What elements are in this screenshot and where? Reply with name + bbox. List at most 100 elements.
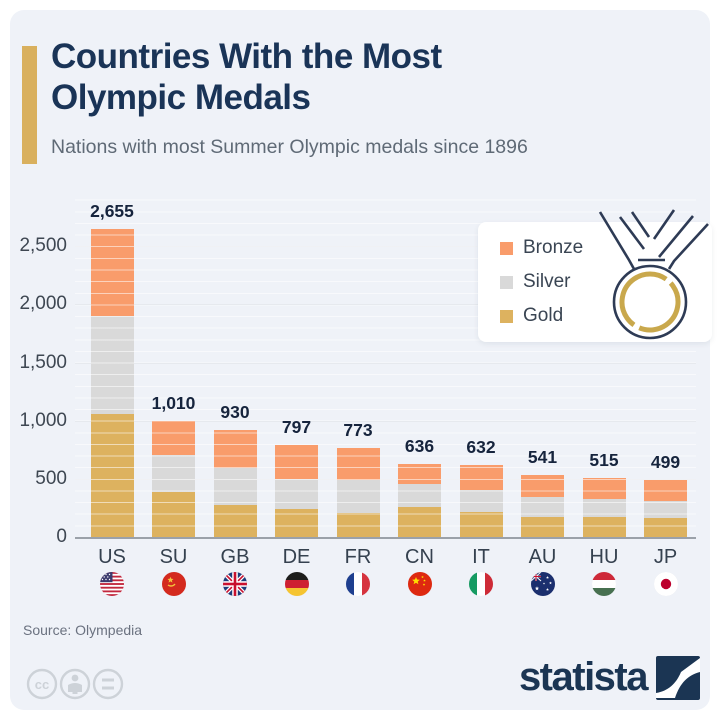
- bar-value-label: 499: [650, 451, 681, 472]
- bar-segment-bronze: [459, 464, 503, 490]
- bar-segment-silver: [582, 499, 626, 517]
- flag-jp-icon: [653, 572, 678, 596]
- legend-label: Bronze: [523, 237, 584, 258]
- page-subtitle: Nations with most Summer Olympic medals …: [51, 136, 528, 158]
- category-label-de: DE: [282, 546, 311, 568]
- y-tick-label: 2,000: [19, 293, 67, 315]
- bar-value-label: 541: [527, 447, 558, 468]
- equal-icon: [92, 668, 124, 700]
- bar-segment-silver: [336, 479, 380, 513]
- category-label-au: AU: [528, 546, 557, 568]
- x-axis: US SU GB DE FR CN IT AU HU JP: [75, 546, 696, 572]
- flag-cn-icon: [407, 572, 432, 596]
- y-tick-label: 2,500: [19, 235, 67, 257]
- title-line2: Olympic Medals: [51, 78, 311, 117]
- statista-wordmark: statista: [518, 655, 649, 699]
- bar-fr: [336, 448, 380, 538]
- statista-logo: statista: [519, 655, 700, 700]
- bar-su: [152, 420, 195, 538]
- category-label-cn: CN: [405, 546, 434, 568]
- bar-segment-bronze: [521, 475, 564, 497]
- title-accent-bar: [22, 46, 37, 164]
- bar-segment-silver: [90, 315, 134, 414]
- bar-segment-gold: [398, 507, 441, 538]
- medal-icon: [598, 209, 709, 340]
- bar-segment-silver: [398, 484, 441, 508]
- bar-segment-gold: [152, 492, 195, 538]
- bar-hu: [582, 478, 626, 538]
- bar-value-label: 773: [343, 420, 373, 441]
- bar-segment-silver: [152, 454, 195, 493]
- bronze-swatch-icon: [500, 241, 513, 255]
- bar-segment-bronze: [644, 480, 687, 501]
- statista-logo-icon: [656, 655, 700, 700]
- bar-it: [459, 464, 503, 538]
- bar-segment-gold: [90, 413, 134, 538]
- flag-su-icon: [161, 572, 186, 596]
- flag-it-icon: [469, 572, 493, 596]
- bar-segment-gold: [275, 509, 318, 538]
- bar-segment-silver: [459, 489, 503, 513]
- gridline: [75, 362, 696, 364]
- bar-jp: [644, 480, 687, 538]
- category-label-fr: FR: [344, 546, 372, 568]
- y-tick-label: 1,500: [19, 351, 67, 373]
- bar-value-label: 515: [589, 450, 619, 471]
- y-axis: 0 500 1,000 1,500 2,000 2,500: [10, 195, 67, 547]
- flag-de-icon: [284, 572, 309, 596]
- category-label-gb: GB: [220, 546, 250, 568]
- category-label-it: IT: [472, 546, 490, 568]
- bar-value-label: 2,655: [90, 201, 134, 222]
- y-tick-label: 0: [56, 526, 67, 547]
- chart-card: Countries With the Most Olympic Medals N…: [10, 10, 712, 710]
- bar-segment-silver: [644, 500, 687, 519]
- bar-segment-gold: [213, 504, 257, 538]
- source-note: Source: Olympedia: [23, 622, 143, 638]
- bar-segment-gold: [582, 516, 626, 538]
- x-axis-line: [75, 537, 696, 539]
- bar-segment-silver: [521, 496, 564, 518]
- silver-swatch-icon: [500, 275, 513, 289]
- bar-value-label: 636: [404, 436, 435, 457]
- flag-hu-icon: [592, 572, 616, 596]
- bar-segment-bronze: [152, 420, 195, 455]
- bar-value-label: 1,010: [151, 392, 196, 413]
- bar-segment-bronze: [398, 464, 441, 485]
- bar-segment-gold: [644, 518, 687, 538]
- flag-gb-icon: [223, 572, 247, 596]
- title-line1: Countries With the Most: [51, 37, 442, 76]
- bar-cn: [398, 464, 441, 538]
- bar-segment-gold: [336, 513, 380, 538]
- gold-swatch-icon: [500, 309, 513, 323]
- bar-segment-bronze: [90, 229, 134, 316]
- bar-au: [521, 475, 564, 538]
- bar-segment-bronze: [582, 478, 626, 500]
- page-title: Countries With the Most Olympic Medals: [51, 36, 671, 118]
- bar-segment-gold: [521, 517, 564, 538]
- legend-label: Gold: [523, 305, 564, 326]
- cc-license-icons: cc: [26, 668, 124, 700]
- bar-segment-bronze: [213, 429, 257, 469]
- legend-label: Silver: [523, 271, 571, 292]
- bar-value-label: 797: [281, 417, 312, 438]
- bar-segment-bronze: [275, 445, 318, 479]
- bar-us: [90, 229, 134, 538]
- flag-fr-icon: [346, 572, 370, 596]
- category-label-us: US: [98, 546, 126, 568]
- bar-value-label: 632: [466, 436, 496, 457]
- category-label-hu: HU: [589, 546, 619, 568]
- y-tick-label: 1,000: [19, 409, 67, 431]
- bar-gb: [213, 429, 257, 538]
- svg-text:cc: cc: [35, 677, 49, 692]
- category-label-su: SU: [159, 546, 188, 568]
- flag-row: [75, 572, 696, 602]
- flag-au-icon: [530, 572, 555, 596]
- flag-us-icon: [100, 572, 124, 596]
- bar-segment-silver: [275, 478, 318, 510]
- category-label-jp: JP: [653, 546, 678, 568]
- bar-segment-gold: [459, 512, 503, 538]
- bar-segment-silver: [213, 468, 257, 505]
- cc-icon: [26, 668, 58, 700]
- y-tick-label: 500: [35, 467, 67, 489]
